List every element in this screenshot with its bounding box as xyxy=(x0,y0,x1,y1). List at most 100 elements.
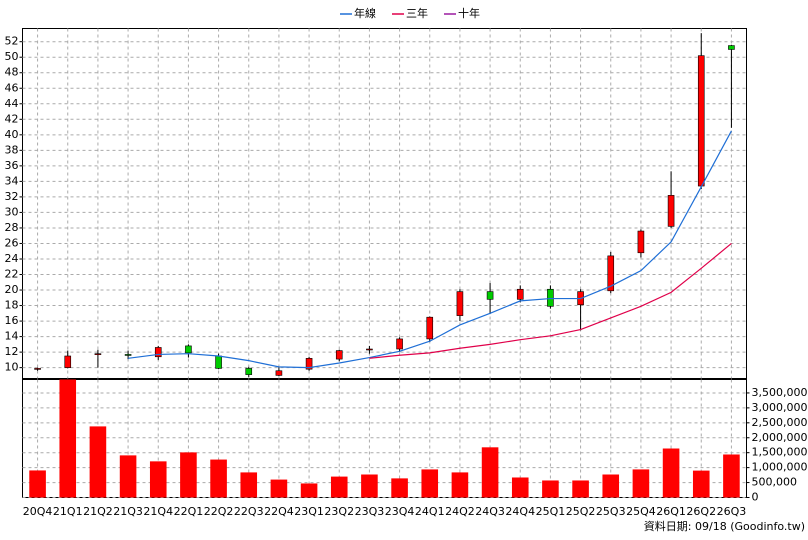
x-tick-label: 24Q3 xyxy=(475,505,505,518)
y-tick-label: 52 xyxy=(5,35,19,48)
x-tick-label: 23Q3 xyxy=(355,505,385,518)
y-tick-label: 26 xyxy=(5,236,19,249)
volume-bar xyxy=(511,477,529,498)
x-tick-label: 26Q1 xyxy=(656,505,686,518)
volume-bar xyxy=(240,472,258,498)
x-tick-label: 21Q3 xyxy=(113,505,143,518)
x-tick-label: 22Q1 xyxy=(174,505,204,518)
candle-body xyxy=(275,370,283,376)
candle-body xyxy=(667,195,675,227)
y-tick-label: 50 xyxy=(5,50,19,63)
y-tick-label: 42 xyxy=(5,112,19,125)
volume-bar xyxy=(89,426,107,498)
y-tick-label: 40 xyxy=(5,128,19,141)
volume-bar xyxy=(602,474,620,498)
volume-bar xyxy=(59,379,77,498)
y2-tick-label: 2,000,000 xyxy=(752,431,808,444)
candle-body xyxy=(456,291,464,316)
volume-bar xyxy=(542,480,559,498)
candle-body xyxy=(94,353,102,355)
volume-bar xyxy=(692,470,710,498)
volume-bar xyxy=(119,455,137,498)
y-tick-label: 30 xyxy=(5,205,19,218)
volume-bar xyxy=(421,469,439,498)
candle-body xyxy=(607,255,615,292)
volume-bar xyxy=(632,469,650,498)
y-tick-label: 36 xyxy=(5,159,19,172)
candle-body xyxy=(34,368,41,370)
volume-bar xyxy=(149,461,167,498)
candle-body xyxy=(426,316,434,340)
x-tick-label: 23Q1 xyxy=(294,505,324,518)
y-tick-label: 44 xyxy=(5,97,19,110)
y-tick-label: 48 xyxy=(5,66,19,79)
y2-tick-label: 1,000,000 xyxy=(752,461,808,474)
price-frame xyxy=(22,28,747,379)
y-tick-label: 46 xyxy=(5,81,19,94)
x-tick-label: 20Q4 xyxy=(23,505,53,518)
candle-body xyxy=(154,347,162,358)
y2-tick-label: 3,000,000 xyxy=(752,401,808,414)
candle-body xyxy=(547,288,554,307)
volume-bar xyxy=(572,480,589,498)
legend-label: 十年 xyxy=(458,6,480,20)
volume-bar xyxy=(361,474,378,498)
y-tick-label: 20 xyxy=(5,283,19,296)
x-tick-label: 25Q1 xyxy=(536,505,566,518)
x-tick-label: 26Q2 xyxy=(686,505,716,518)
volume-bar xyxy=(391,478,408,498)
ma-line xyxy=(128,130,732,369)
x-tick-label: 26Q3 xyxy=(717,505,747,518)
volume-bar xyxy=(723,454,740,498)
x-tick-label: 23Q2 xyxy=(324,505,354,518)
x-tick-label: 24Q2 xyxy=(445,505,475,518)
y-tick-label: 22 xyxy=(5,268,19,281)
x-tick-label: 23Q4 xyxy=(385,505,415,518)
legend-label: 三年 xyxy=(406,6,428,20)
candle-body xyxy=(366,348,373,351)
candle-body xyxy=(245,368,253,375)
y-tick-label: 28 xyxy=(5,221,19,234)
y-tick-label: 16 xyxy=(5,314,19,327)
volume-bar xyxy=(300,483,318,498)
candle-body xyxy=(124,354,132,356)
x-tick-label: 21Q2 xyxy=(83,505,113,518)
y2-tick-label: 2,500,000 xyxy=(752,416,808,429)
volume-bar xyxy=(29,470,46,498)
volume-bar xyxy=(451,472,469,498)
x-tick-label: 22Q3 xyxy=(234,505,264,518)
candle-body xyxy=(185,345,192,354)
x-tick-label: 22Q4 xyxy=(264,505,294,518)
y-tick-label: 10 xyxy=(5,361,19,374)
volume-frame xyxy=(22,379,747,498)
candle-body xyxy=(396,338,403,350)
x-tick-label: 25Q4 xyxy=(626,505,656,518)
x-tick-label: 21Q4 xyxy=(143,505,173,518)
x-tick-label: 24Q1 xyxy=(415,505,445,518)
y-tick-label: 14 xyxy=(5,330,19,343)
candle-body xyxy=(64,355,72,368)
volume-bar xyxy=(180,452,197,498)
y-tick-label: 18 xyxy=(5,299,19,312)
candle-body xyxy=(728,45,735,50)
y-tick-label: 24 xyxy=(5,252,19,265)
x-tick-label: 25Q2 xyxy=(566,505,596,518)
y2-tick-label: 0 xyxy=(752,491,759,504)
y2-tick-label: 3,500,000 xyxy=(752,386,808,399)
candle-body xyxy=(516,288,524,300)
candle-body xyxy=(305,358,313,370)
candle-body xyxy=(637,230,645,254)
volume-bar xyxy=(330,476,348,498)
candle-body xyxy=(486,291,494,300)
y2-tick-label: 500,000 xyxy=(752,476,798,489)
x-tick-label: 21Q1 xyxy=(53,505,83,518)
volume-bar xyxy=(481,447,499,498)
y-tick-label: 12 xyxy=(5,345,19,358)
y-tick-label: 34 xyxy=(5,174,19,187)
y-tick-label: 32 xyxy=(5,190,19,203)
footer: 資料日期: 09/18 (Goodinfo.tw) xyxy=(644,519,805,533)
y-tick-label: 38 xyxy=(5,143,19,156)
candle-body xyxy=(215,355,222,369)
ma-line xyxy=(369,243,732,359)
